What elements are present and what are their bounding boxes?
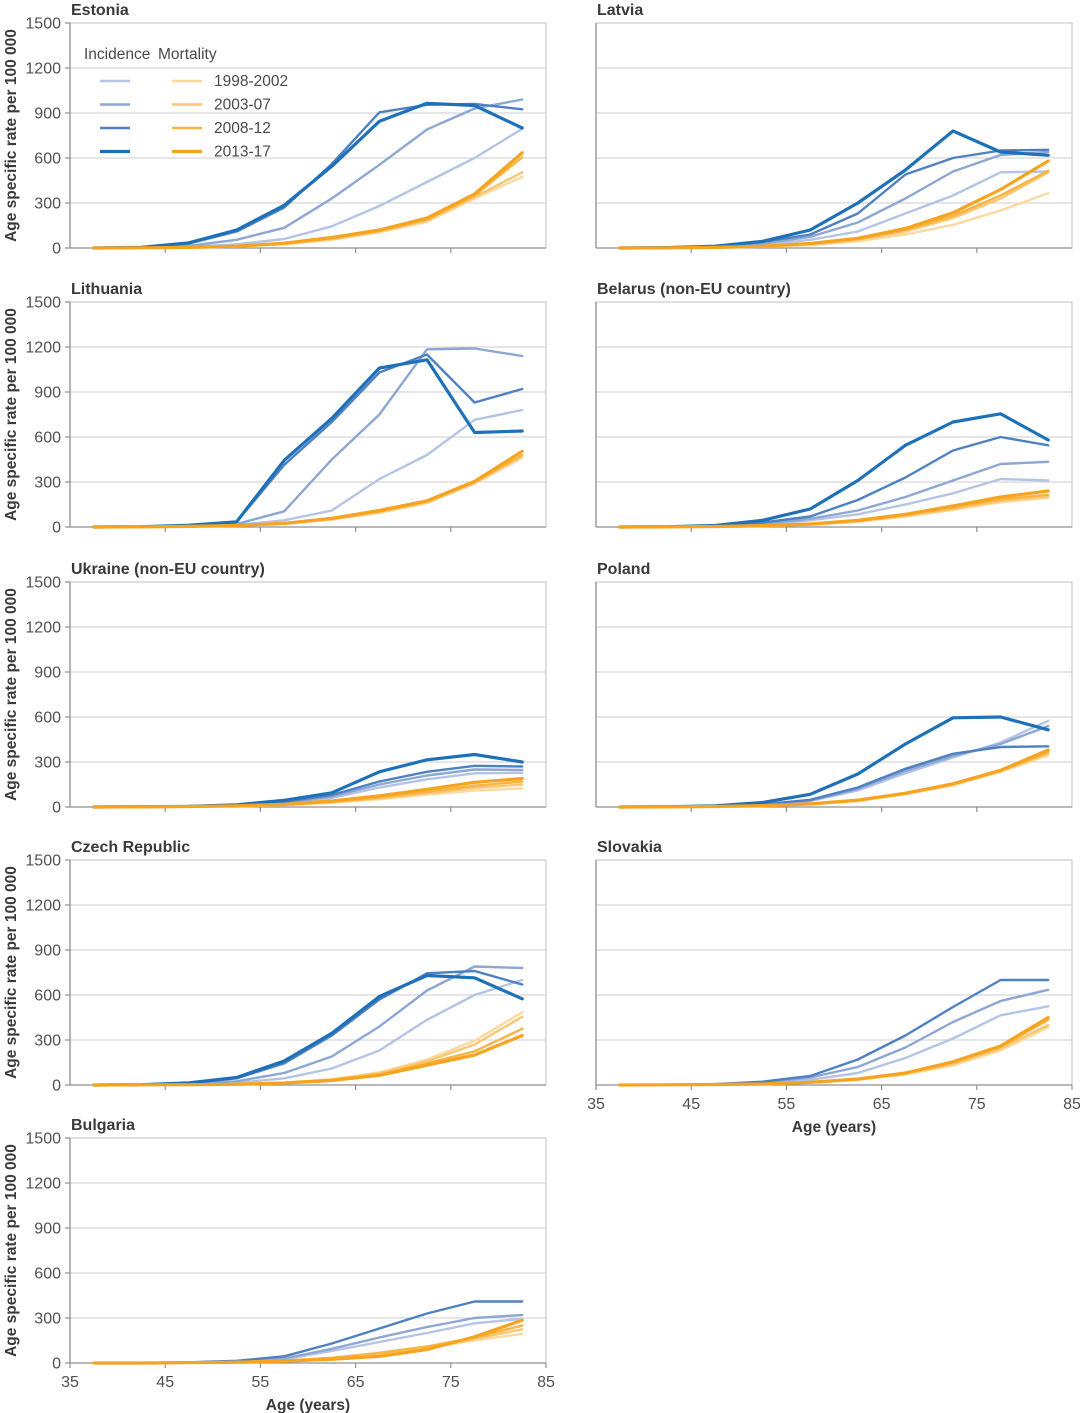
x-axis-title: Age (years): [266, 1397, 350, 1413]
line-mortality-2013-17: [92, 776, 524, 809]
plot-border: [595, 581, 1073, 808]
y-axis-title: Age specific rate per 100 000: [3, 866, 20, 1079]
panel-title: Czech Republic: [71, 839, 190, 856]
y-tick-label: 900: [34, 1221, 61, 1238]
panel-title: Bulgaria: [71, 1117, 135, 1134]
y-tick-label: 1200: [25, 61, 61, 78]
y-tick-label: 1500: [25, 575, 61, 592]
y-tick-label: 300: [34, 475, 61, 492]
x-tick-label: 85: [1063, 1096, 1080, 1113]
y-tick-label: 900: [34, 665, 61, 682]
plot-border: [69, 1137, 547, 1364]
line-mortality-2013-17: [92, 1318, 524, 1365]
y-tick-label: 1500: [25, 16, 61, 33]
panel-title: Ukraine (non-EU country): [71, 561, 265, 578]
x-tick-label: 65: [873, 1096, 891, 1113]
y-tick-label: 0: [52, 1078, 61, 1095]
panel-title: Slovakia: [597, 839, 662, 856]
line-mortality-2013-17: [618, 489, 1050, 529]
panel-title: Latvia: [597, 2, 643, 19]
x-tick-label: 55: [778, 1096, 796, 1113]
x-tick-label: 35: [61, 1374, 79, 1391]
panel-title: Estonia: [71, 2, 129, 19]
legend-incidence-header: Incidence: [84, 46, 150, 63]
y-tick-label: 600: [34, 710, 61, 727]
y-axis-title: Age specific rate per 100 000: [3, 1144, 20, 1357]
y-tick-label: 1200: [25, 898, 61, 915]
line-mortality-2013-17: [618, 748, 1050, 809]
legend-period-label: 2008-12: [214, 120, 271, 137]
y-axis-title: Age specific rate per 100 000: [3, 588, 20, 801]
legend: Incidence Mortality 1998-2002 2003-07 2008-1…: [84, 46, 288, 161]
y-tick-label: 300: [34, 196, 61, 213]
y-tick-label: 1200: [25, 1176, 61, 1193]
panel-lithuania: 0 300 600 900 1200 1500 Age specific rate per …: [3, 281, 547, 537]
legend-period-label: 2013-17: [214, 144, 271, 161]
line-mortality-2013-17: [618, 1015, 1050, 1087]
line-mortality-2013-17: [618, 159, 1050, 250]
plot-border: [595, 22, 1073, 249]
y-tick-label: 600: [34, 1266, 61, 1283]
x-tick-label: 55: [252, 1374, 270, 1391]
panel-belarus-non-eu-country: Belarus (non-EU country): [595, 281, 1073, 532]
panel-czech-republic: 0 300 600 900 1200 1500 Age specific rate per …: [3, 839, 547, 1095]
legend-period-label: 1998-2002: [214, 73, 288, 90]
line-mortality-2013-17: [92, 151, 524, 250]
legend-period-label: 2003-07: [214, 97, 271, 114]
y-axis-title: Age specific rate per 100 000: [3, 29, 20, 242]
y-tick-label: 600: [34, 151, 61, 168]
panel-latvia: Latvia: [595, 2, 1073, 253]
y-tick-label: 1500: [25, 295, 61, 312]
y-tick-label: 1500: [25, 853, 61, 870]
panel-bulgaria: 0 300 600 900 1200 1500 Age specific rate per …: [3, 1117, 555, 1413]
line-mortality-2013-17: [92, 449, 524, 529]
y-tick-label: 300: [34, 1311, 61, 1328]
y-axis-title: Age specific rate per 100 000: [3, 308, 20, 521]
x-tick-label: 65: [347, 1374, 365, 1391]
x-axis-title: Age (years): [792, 1119, 876, 1136]
y-tick-label: 300: [34, 755, 61, 772]
panel-poland: Poland: [595, 561, 1073, 812]
y-tick-label: 0: [52, 1356, 61, 1373]
y-tick-label: 600: [34, 430, 61, 447]
panel-title: Belarus (non-EU country): [597, 281, 791, 298]
plot-border: [69, 301, 547, 528]
x-tick-label: 45: [682, 1096, 700, 1113]
y-tick-label: 1500: [25, 1131, 61, 1148]
y-tick-label: 300: [34, 1033, 61, 1050]
x-tick-label: 85: [537, 1374, 555, 1391]
plot-border: [69, 22, 547, 249]
panel-title: Poland: [597, 561, 650, 578]
y-tick-label: 900: [34, 943, 61, 960]
line-incidence-2013-17: [92, 101, 524, 250]
y-tick-label: 0: [52, 800, 61, 817]
x-tick-label: 75: [968, 1096, 986, 1113]
panel-estonia: 0 300 600 900 1200 1500 Age specific rate per …: [3, 2, 547, 258]
x-tick-label: 75: [442, 1374, 460, 1391]
y-tick-label: 0: [52, 520, 61, 537]
y-tick-label: 0: [52, 241, 61, 258]
panel-slovakia: 35 45 55 65 75 85 Age (years) Slovakia: [587, 839, 1080, 1136]
panel-title: Lithuania: [71, 281, 142, 298]
panel-ukraine-non-eu-country: 0 300 600 900 1200 1500 Age specific rate per …: [3, 561, 547, 817]
y-tick-label: 1200: [25, 340, 61, 357]
x-tick-label: 45: [156, 1374, 174, 1391]
line-mortality-2013-17: [92, 1033, 524, 1087]
y-tick-label: 900: [34, 385, 61, 402]
y-tick-label: 1200: [25, 620, 61, 637]
x-tick-label: 35: [587, 1096, 605, 1113]
y-tick-label: 600: [34, 988, 61, 1005]
legend-mortality-header: Mortality: [158, 46, 217, 63]
y-tick-label: 900: [34, 106, 61, 123]
